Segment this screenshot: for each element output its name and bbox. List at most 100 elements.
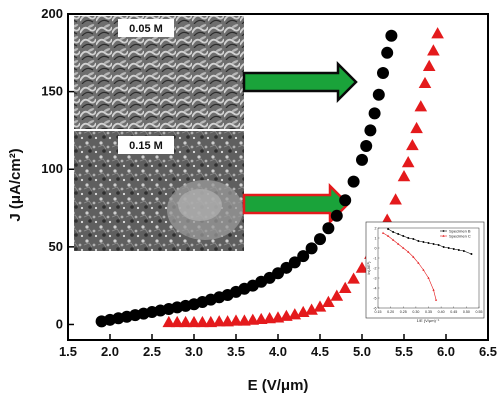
data-point xyxy=(330,209,343,222)
data-point xyxy=(356,153,368,166)
inset-data-point xyxy=(381,231,385,234)
data-point xyxy=(187,315,201,328)
inset-data-point xyxy=(452,248,455,250)
inset-y-axis-title: ln(J/E²) xyxy=(366,261,371,275)
data-point xyxy=(313,300,327,312)
data-point xyxy=(355,261,369,273)
data-point xyxy=(305,303,318,315)
data-point xyxy=(263,312,276,324)
x-axis: 1.5 2.0 2.5 3.0 3.5 4.0 4.5 5.0 5.5 6.0 6.5 xyxy=(59,334,497,359)
x-tick-label: 2.5 xyxy=(143,344,161,359)
inset-fn-plot: 0.15 0.20 0.25 0.30 0.35 0.40 0.45 0.50 0.55 2 1 0… xyxy=(365,221,485,323)
data-point xyxy=(246,313,260,325)
inset-y-tick-label: -4 xyxy=(373,286,376,290)
inset-x-tick-label: 0.50 xyxy=(463,310,470,314)
inset-data-point xyxy=(432,243,435,245)
inset-y-tick-label: 0 xyxy=(375,246,377,250)
inset-data-point xyxy=(422,241,425,243)
sem-label: 0.05 M xyxy=(129,23,163,35)
x-tick-label: 2.0 xyxy=(101,344,119,359)
data-point xyxy=(322,295,335,307)
inset-data-point xyxy=(407,250,410,253)
data-point xyxy=(360,139,373,152)
inset-data-point xyxy=(427,242,430,244)
inset-data-point xyxy=(434,298,438,301)
y-tick-label: 150 xyxy=(41,84,63,99)
inset-y-tick-label: -1 xyxy=(373,256,376,260)
inset-data-point xyxy=(397,233,400,235)
inset-data-point xyxy=(387,228,390,230)
x-tick-label: 5.0 xyxy=(353,344,371,359)
series-specimen-b xyxy=(95,29,398,328)
data-point xyxy=(212,315,226,327)
inset-y-tick-label: -3 xyxy=(373,276,376,280)
data-point xyxy=(229,314,243,326)
data-point xyxy=(377,66,389,79)
y-tick-label: 0 xyxy=(56,316,63,331)
data-point xyxy=(406,138,419,151)
y-tick-label: 100 xyxy=(41,161,63,176)
inset-data-point xyxy=(417,240,420,242)
data-point xyxy=(339,194,352,207)
data-point xyxy=(330,289,344,301)
inset-data-point xyxy=(417,261,420,264)
data-point xyxy=(418,76,432,89)
legend-label: Specimen C xyxy=(449,233,471,238)
y-axis: 0 50 100 150 200 xyxy=(41,6,74,331)
arrow-right-icon xyxy=(242,60,358,104)
inset-x-tick-label: 0.45 xyxy=(450,310,457,314)
data-point xyxy=(170,315,184,328)
x-axis-title: E (V/μm) xyxy=(248,377,309,394)
inset-data-point xyxy=(397,242,400,245)
x-tick-label: 4.5 xyxy=(311,344,329,359)
data-point xyxy=(221,315,234,327)
inset-data-point xyxy=(392,238,395,241)
legend-label: Specimen B xyxy=(449,228,471,233)
inset-x-tick-label: 0.35 xyxy=(425,310,432,314)
inset-y-tick-label: 2 xyxy=(375,226,377,230)
data-point xyxy=(397,170,411,182)
inset-data-point xyxy=(462,250,465,252)
inset-data-point xyxy=(437,244,440,246)
inset-y-tick-label: 1 xyxy=(375,236,377,240)
y-axis-title: J (μA/cm²) xyxy=(7,148,24,221)
x-tick-label: 3.5 xyxy=(227,344,245,359)
x-tick-label: 6.0 xyxy=(437,344,455,359)
inset-legend: Specimen B Specimen C xyxy=(440,228,471,238)
sem-label: 0.15 M xyxy=(129,140,163,152)
x-tick-label: 4.0 xyxy=(269,344,287,359)
inset-x-tick-label: 0.40 xyxy=(438,310,445,314)
data-point xyxy=(372,88,385,101)
inset-y-tick-label: -2 xyxy=(373,266,376,270)
inset-x-axis: 0.15 0.20 0.25 0.30 0.35 0.40 0.45 0.50 0.55 xyxy=(375,306,483,314)
inset-data-point xyxy=(427,276,430,279)
inset-data-point xyxy=(412,255,415,258)
data-point xyxy=(338,281,352,293)
data-point xyxy=(368,107,381,120)
inset-x-tick-label: 0.20 xyxy=(387,310,394,314)
x-tick-label: 3.0 xyxy=(185,344,203,359)
data-point xyxy=(347,175,360,188)
x-tick-label: 5.5 xyxy=(395,344,413,359)
data-point xyxy=(314,233,326,246)
data-point xyxy=(422,59,436,71)
data-point xyxy=(431,27,444,39)
inset-x-axis-title: 1/E (V/μm)⁻¹ xyxy=(417,318,440,323)
data-point xyxy=(347,272,360,284)
data-point xyxy=(305,242,318,255)
inset-data-point xyxy=(470,253,473,255)
series-specimen-c xyxy=(162,27,444,328)
data-point xyxy=(238,314,251,326)
inset-y-tick-label: -6 xyxy=(373,306,376,310)
data-point xyxy=(410,121,423,134)
data-point xyxy=(427,44,440,56)
sem-image-top: 0.05 M xyxy=(74,16,244,129)
inset-y-axis: 2 1 0 -1 -2 -3 -4 -5 -6 xyxy=(373,226,380,310)
data-point xyxy=(204,315,218,328)
data-point xyxy=(414,100,428,112)
inset-data-point xyxy=(442,246,445,248)
y-tick-label: 50 xyxy=(49,239,63,254)
inset-x-tick-label: 0.15 xyxy=(375,310,382,314)
inset-frame xyxy=(365,221,485,319)
